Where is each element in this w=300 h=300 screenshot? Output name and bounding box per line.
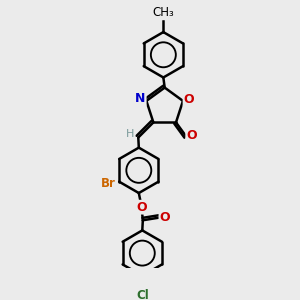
Text: O: O xyxy=(184,93,194,106)
Text: Br: Br xyxy=(100,176,116,190)
Text: H: H xyxy=(126,129,134,139)
Text: CH₃: CH₃ xyxy=(152,6,174,20)
Text: O: O xyxy=(159,211,170,224)
Text: N: N xyxy=(135,92,146,105)
Text: O: O xyxy=(137,201,147,214)
Text: O: O xyxy=(186,129,197,142)
Text: Cl: Cl xyxy=(136,289,149,300)
